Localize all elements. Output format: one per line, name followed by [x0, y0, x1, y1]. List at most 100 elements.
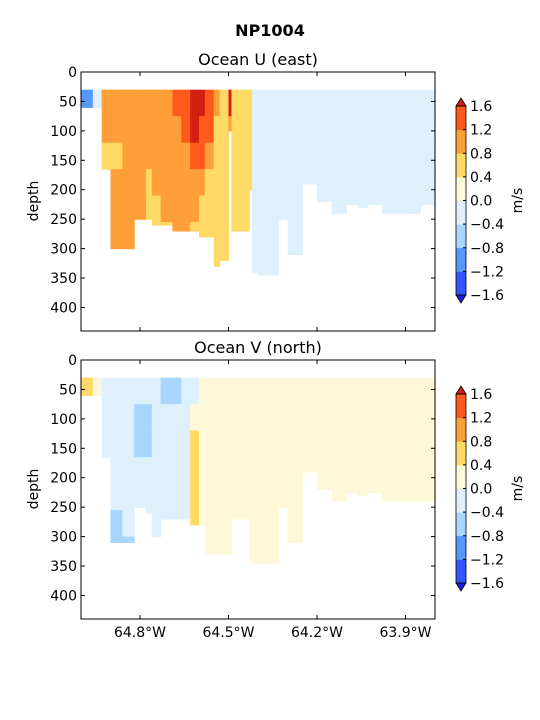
x-tick-label: 64.2°W [291, 625, 343, 641]
contour-cell [231, 116, 250, 144]
contour-cell [381, 169, 398, 197]
contour-cell [278, 377, 289, 405]
contour-cell [346, 169, 359, 197]
contour-cell [287, 116, 303, 144]
colorbar-swatch [456, 535, 466, 560]
contour-cell [231, 377, 250, 405]
contour-cell [151, 430, 162, 458]
contour-cell [252, 222, 259, 250]
contour-cell [381, 377, 398, 405]
contour-cell [151, 457, 162, 485]
contour-cell [213, 404, 233, 432]
contour-cell [145, 483, 153, 511]
colorbar-extend-max [455, 97, 467, 107]
contour-cell [190, 195, 200, 223]
contour-cell [122, 404, 135, 432]
contour-cell [302, 169, 318, 185]
contour-cell [81, 377, 94, 396]
contour-cell [190, 89, 200, 117]
contour-cell [110, 169, 123, 197]
contour-cell [258, 222, 280, 250]
contour-cell [367, 430, 383, 458]
y-tick-label: 0 [68, 353, 77, 369]
contour-cell [190, 116, 200, 144]
contour-cell [213, 116, 221, 144]
y-tick-label: 50 [59, 94, 77, 110]
colorbar-extend-max [455, 385, 467, 395]
contour-cell [249, 404, 280, 432]
contour-cell [122, 89, 135, 117]
colorbar-tick-label: −0.8 [470, 529, 504, 545]
colorbar-tick-label: 1.2 [470, 411, 492, 427]
contour-cell [181, 430, 191, 458]
contour-cell [396, 89, 412, 117]
contour-cell [101, 377, 112, 405]
colorbar-swatch [456, 224, 466, 249]
contour-cell [252, 248, 259, 273]
contour-cell [213, 430, 233, 458]
contour-cell [190, 377, 200, 405]
contour-cell [346, 430, 359, 458]
contour-cell [249, 430, 280, 458]
contour-cell [381, 142, 398, 170]
contour-cell [181, 404, 191, 432]
contour-cell [358, 430, 368, 458]
contour-cell [160, 89, 174, 117]
contour-cell [204, 483, 215, 511]
contour-cell [302, 142, 318, 170]
contour-cell [122, 377, 135, 405]
contour-cell [249, 142, 253, 170]
contour-cell [122, 510, 135, 538]
colorbar-tick-label: −1.2 [470, 264, 504, 280]
contour-cell [151, 195, 162, 223]
colorbar-swatch [456, 441, 466, 466]
contour-cell [381, 430, 398, 458]
contour-cell [145, 377, 153, 405]
contour-cell [204, 377, 215, 405]
contour-cell [252, 89, 259, 117]
contour-cell [151, 377, 162, 405]
contour-cell [219, 169, 230, 197]
contour-cell [204, 222, 215, 238]
contour-cell [110, 222, 123, 250]
contour-cell [249, 536, 280, 564]
contour-cell [190, 483, 200, 511]
x-tick-label: 64.5°W [202, 625, 254, 641]
colorbar-tick-label: 0.8 [470, 434, 492, 450]
contour-cell [110, 142, 123, 170]
contour-cell [367, 142, 383, 170]
contour-cell [181, 510, 191, 520]
contour-cell [110, 483, 123, 511]
contour-cell [278, 89, 289, 117]
contour-cell [181, 195, 191, 223]
contour-cell [134, 430, 147, 458]
contour-cell [204, 169, 215, 197]
contour-cell [231, 510, 250, 520]
contour-cell [258, 142, 280, 170]
contour-cell [367, 89, 383, 117]
contour-cell [122, 116, 135, 144]
contour-cell [249, 116, 253, 144]
colorbar-v: 1.6 1.2 0.8 0.4 0.0 −0.4 −0.8 −1.2 −1.6 m/s [455, 385, 526, 592]
contour-cell [381, 483, 398, 502]
contour-cell [213, 169, 221, 197]
contour-cell [160, 404, 174, 432]
contour-cell [346, 142, 359, 170]
contour-cell [420, 169, 436, 197]
y-tick-label: 50 [59, 382, 77, 398]
contour-cell [160, 142, 174, 170]
contour-cell [219, 89, 230, 117]
colorbar-tick-label: 0.0 [470, 194, 492, 210]
y-tick-label: 150 [50, 153, 77, 169]
contour-cell [172, 483, 182, 511]
y-tick-label: 150 [50, 441, 77, 457]
contour-cell [278, 404, 289, 432]
contour-cell [213, 536, 233, 555]
contour-cell [134, 195, 147, 220]
contour-cell [331, 457, 348, 485]
contour-cell [181, 457, 191, 485]
contour-cell [302, 404, 318, 432]
contour-cell [420, 116, 436, 144]
contour-cell [420, 195, 436, 206]
contour-cell [228, 89, 233, 117]
